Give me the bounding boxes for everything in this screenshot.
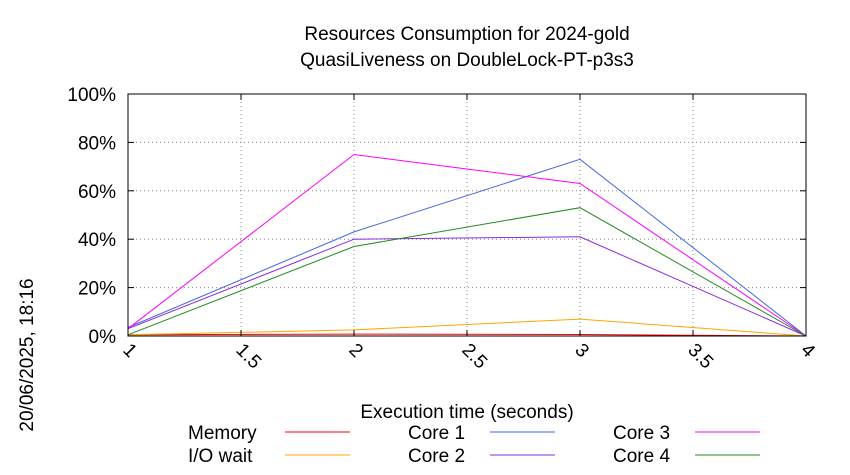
timestamp-label: 20/06/2025, 18:16 bbox=[17, 278, 38, 431]
legend-label-memory: Memory bbox=[188, 423, 257, 444]
y-tick-label: 60% bbox=[78, 182, 116, 203]
x-tick-label: 3.5 bbox=[683, 340, 717, 374]
series-line-core-3 bbox=[127, 153, 807, 337]
x-tick-label: 2.5 bbox=[457, 340, 491, 374]
x-axis-label: Execution time (seconds) bbox=[360, 402, 573, 423]
grid-lines bbox=[128, 94, 806, 336]
y-tick-label: 40% bbox=[78, 230, 116, 251]
y-tick-label: 0% bbox=[89, 327, 117, 348]
y-tick-label: 100% bbox=[67, 85, 116, 106]
y-tick-label: 20% bbox=[78, 279, 116, 300]
legend-label-core-3: Core 3 bbox=[613, 423, 670, 444]
legend-label-core-1: Core 1 bbox=[408, 423, 465, 444]
chart-title-line-1: Resources Consumption for 2024-gold bbox=[304, 24, 629, 45]
legend-label-i-o-wait: I/O wait bbox=[188, 446, 253, 467]
x-tick-label: 4 bbox=[796, 340, 819, 363]
series-line-core-4 bbox=[127, 207, 807, 337]
x-axis-ticks: 1 1.5 2 2.5 3 3.5 4 bbox=[118, 94, 819, 373]
series-line-core-1 bbox=[127, 158, 807, 337]
x-tick-label: 3 bbox=[570, 340, 592, 362]
x-tick-label: 1 bbox=[118, 340, 140, 362]
y-tick-label: 80% bbox=[78, 133, 116, 154]
x-tick-label: 2 bbox=[344, 340, 366, 362]
legend-label-core-4: Core 4 bbox=[613, 446, 670, 467]
y-axis-ticks: 0% 20% 40% 60% 80% 100% bbox=[67, 85, 806, 348]
series-line-core-2 bbox=[127, 236, 807, 337]
x-tick-label: 1.5 bbox=[231, 340, 265, 374]
chart-title-line-2: QuasiLiveness on DoubleLock-PT-p3s3 bbox=[300, 50, 634, 71]
series-lines bbox=[127, 153, 807, 337]
legend-label-core-2: Core 2 bbox=[408, 446, 465, 467]
